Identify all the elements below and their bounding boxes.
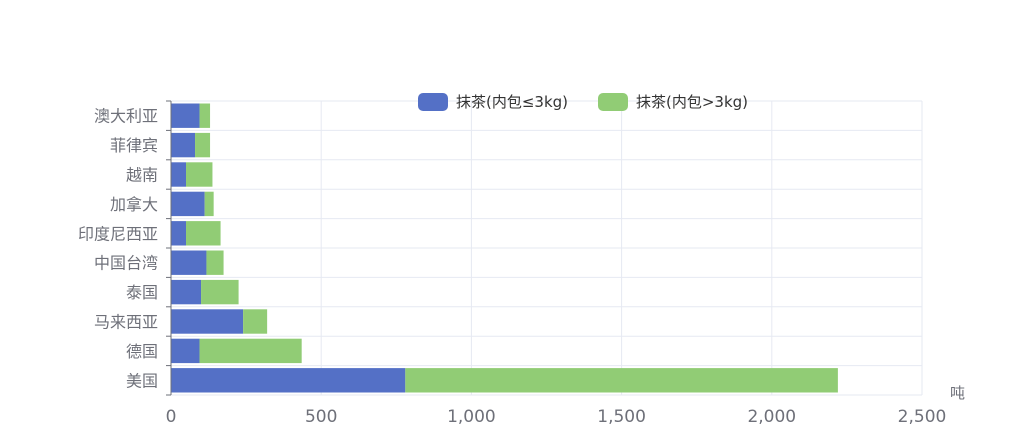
legend-item-large-pack[interactable]: 抹茶(内包>3kg) bbox=[598, 93, 748, 111]
x-axis-tick-label: 500 bbox=[305, 407, 337, 427]
grid-lines bbox=[171, 100, 923, 396]
bar-large-pack-6[interactable] bbox=[201, 279, 239, 305]
y-axis-label: 德国 bbox=[126, 342, 158, 361]
x-axis-labels: 0 500 1,000 1,500 2,000 2,500 bbox=[166, 407, 947, 427]
x-axis-tick-label: 2,500 bbox=[898, 407, 947, 427]
y-axis-label: 加拿大 bbox=[110, 195, 158, 214]
bar-large-pack-7[interactable] bbox=[243, 309, 268, 334]
bar-large-pack-3[interactable] bbox=[204, 191, 214, 217]
legend-label: 抹茶(内包>3kg) bbox=[636, 93, 748, 111]
y-axis-label: 中国台湾 bbox=[94, 254, 158, 273]
legend-label: 抹茶(内包≤3kg) bbox=[456, 93, 568, 111]
bar-small-pack-2[interactable] bbox=[171, 162, 187, 187]
x-axis-unit-label: 吨 bbox=[950, 384, 965, 402]
legend-swatch bbox=[418, 93, 448, 111]
bar-small-pack-1[interactable] bbox=[171, 132, 196, 158]
x-axis-tick-label: 1,000 bbox=[447, 407, 496, 427]
y-axis-label: 菲律宾 bbox=[110, 136, 158, 155]
bar-small-pack-9[interactable] bbox=[171, 368, 406, 393]
legend-swatch bbox=[598, 93, 628, 111]
bar-large-pack-4[interactable] bbox=[186, 221, 221, 246]
bar-large-pack-5[interactable] bbox=[206, 250, 224, 275]
bar-small-pack-5[interactable] bbox=[171, 250, 207, 275]
bar-large-pack-8[interactable] bbox=[199, 338, 302, 364]
bar-large-pack-0[interactable] bbox=[199, 103, 211, 128]
y-axis-label: 泰国 bbox=[126, 283, 158, 302]
bar-large-pack-2[interactable] bbox=[186, 162, 213, 187]
bar-small-pack-0[interactable] bbox=[171, 103, 200, 128]
bar-small-pack-8[interactable] bbox=[171, 338, 200, 364]
y-axis-label: 澳大利亚 bbox=[94, 107, 158, 126]
x-axis-tick-label: 1,500 bbox=[597, 407, 646, 427]
legend[interactable]: 抹茶(内包≤3kg) 抹茶(内包>3kg) bbox=[418, 93, 748, 111]
bar-small-pack-7[interactable] bbox=[171, 309, 244, 334]
x-axis-tick-label: 2,000 bbox=[747, 407, 796, 427]
y-axis-label: 美国 bbox=[126, 371, 158, 390]
bar-small-pack-6[interactable] bbox=[171, 279, 202, 305]
bar-small-pack-3[interactable] bbox=[171, 191, 205, 217]
bar-small-pack-4[interactable] bbox=[171, 221, 187, 246]
bars bbox=[171, 103, 838, 393]
x-axis-tick-label: 0 bbox=[166, 407, 177, 427]
y-axis-label: 印度尼西亚 bbox=[78, 224, 158, 243]
y-axis-label: 马来西亚 bbox=[94, 313, 158, 332]
bar-large-pack-1[interactable] bbox=[195, 132, 211, 158]
bar-large-pack-9[interactable] bbox=[405, 368, 838, 393]
legend-item-small-pack[interactable]: 抹茶(内包≤3kg) bbox=[418, 93, 568, 111]
y-axis-label: 越南 bbox=[126, 166, 158, 185]
